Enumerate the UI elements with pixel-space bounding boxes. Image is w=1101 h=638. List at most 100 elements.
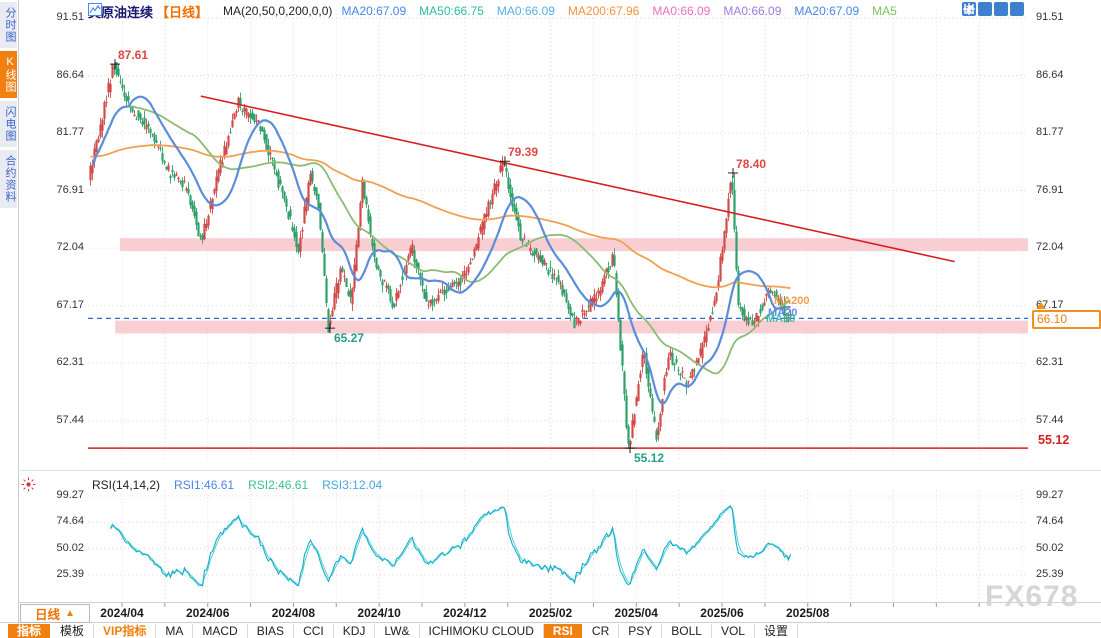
toolbar-item-指标[interactable]: 指标 — [8, 623, 51, 638]
period-selector-label: 日线 — [35, 608, 61, 622]
toolbar-item-boll[interactable]: BOLL — [662, 623, 712, 638]
collapse-right-icon[interactable] — [964, 2, 1024, 16]
ma-line-label: MA200 — [774, 295, 810, 307]
price-zone — [115, 320, 1028, 334]
swing-marker — [728, 167, 739, 178]
price-axis-label: 72.04 — [1036, 241, 1064, 254]
swing-marker — [109, 59, 120, 70]
symbol-title: 美原油连续 — [88, 4, 154, 20]
axis-divider — [18, 602, 1101, 603]
x-axis-label: 2024/08 — [271, 606, 316, 620]
price-axis-label: 72.04 — [56, 241, 84, 254]
toolbar-item-vol[interactable]: VOL — [712, 623, 755, 638]
rsi-value-2: RSI3:12.04 — [322, 478, 383, 492]
ma-value-4: MA0:66.09 — [652, 4, 711, 18]
ma-values: MA20:67.09 MA50:66.75 MA0:66.09 MA200:67.96… — [341, 4, 896, 18]
panel-divider — [18, 470, 1101, 471]
rsi-axis-label: 25.39 — [1036, 567, 1064, 580]
ma-value-6: MA20:67.09 — [794, 4, 860, 18]
indicator-toolbar: 指标 模板 VIP指标 MA MACD BIAS CCI KDJ LW& ICHIMOKU CLO… — [0, 623, 1101, 638]
price-axis-label: 91.51 — [56, 11, 84, 23]
price-axis-label: 76.91 — [56, 183, 84, 196]
ma-formula: MA(20,50,0,200,0,0) — [223, 4, 333, 18]
period-selector-button[interactable]: 日线 ▲ — [20, 604, 90, 623]
ma-value-2: MA0:66.09 — [496, 4, 555, 18]
x-axis-label: 2025/06 — [700, 606, 744, 620]
toolbar-item-lw-[interactable]: LW& — [375, 623, 420, 638]
rsi-axis-label: 50.02 — [1036, 541, 1064, 554]
x-axis-label: 2025/08 — [785, 606, 830, 620]
rsi-values: RSI1:46.61 RSI2:46.61 RSI3:12.04 — [174, 478, 382, 492]
current-price-arrow-icon — [1036, 302, 1046, 310]
window-icons — [962, 2, 1024, 16]
ma-value-7: MA5 — [872, 4, 897, 18]
price-axis-label: 57.44 — [56, 413, 84, 426]
toolbar-item-cr[interactable]: CR — [583, 623, 620, 638]
rsi-formula: RSI(14,14,2) — [92, 478, 161, 492]
ma-line — [110, 506, 791, 586]
toolbar-item-ichimoku-cloud[interactable]: ICHIMOKU CLOUD — [420, 623, 544, 638]
rsi-value-0: RSI1:46.61 — [174, 478, 235, 492]
toolbar-item-cci[interactable]: CCI — [294, 623, 334, 638]
swing-label: 87.61 — [117, 48, 148, 63]
chevron-up-icon: ▲ — [65, 608, 75, 619]
swing-marker — [625, 443, 636, 454]
ma-value-0: MA20:67.09 — [341, 4, 407, 18]
axis-fit-icon[interactable] — [964, 2, 992, 16]
rsi-value-1: RSI2:46.61 — [248, 478, 309, 492]
rsi-axis-label: 99.27 — [56, 489, 84, 501]
x-axis-label: 2024/06 — [186, 606, 230, 620]
sidebar: 分时图 K线图闪电图合约资料 — [0, 0, 19, 638]
ma-value-3: MA200:67.96 — [567, 4, 640, 18]
trendline — [200, 95, 955, 263]
rsi-axis-label: 25.39 — [56, 567, 84, 580]
sidebar-item-2[interactable]: 闪电图 — [0, 101, 17, 147]
price-axis-label: 67.17 — [56, 298, 84, 311]
swing-label: 79.39 — [507, 145, 538, 160]
ma-line — [93, 105, 791, 375]
swing-marker — [499, 156, 510, 167]
sidebar-item-3[interactable]: 合约资料 — [0, 150, 17, 208]
x-axis-label: 2024/10 — [357, 606, 401, 620]
sidebar-item-1[interactable]: K线图 — [0, 51, 17, 98]
current-price-box: 66.10 — [1032, 310, 1101, 330]
price-axis-label: 91.51 — [1036, 11, 1064, 23]
price-axis-label: 81.77 — [1036, 126, 1064, 139]
toolbar-item-macd[interactable]: MACD — [193, 623, 248, 638]
period-tag: 【日线】 — [156, 4, 209, 20]
price-zone — [119, 238, 1028, 252]
swing-label: 65.27 — [333, 331, 364, 346]
watermark: FX678 — [985, 580, 1079, 613]
toolbar-item-设置[interactable]: 设置 — [755, 623, 798, 638]
ma-line — [90, 144, 791, 289]
rsi-axis-label: 74.64 — [1036, 515, 1064, 528]
rsi-header: RSI(14,14,2) RSI1:46.61 RSI2:46.61 RSI3:12… — [92, 478, 382, 492]
sidebar-item-0[interactable]: 分时图 — [0, 2, 17, 48]
toolbar-item-bias[interactable]: BIAS — [248, 623, 295, 638]
toolbar-item-rsi[interactable]: RSI — [543, 623, 582, 638]
toolbar-item-vip指标[interactable]: VIP指标 — [94, 623, 157, 638]
toolbar-item-psy[interactable]: PSY — [619, 623, 663, 638]
x-axis-label: 2025/02 — [528, 606, 573, 620]
ma-line-label: MA20 — [768, 307, 798, 319]
rsi-axis-label: 50.02 — [56, 541, 84, 554]
toolbar-item-模板[interactable]: 模板 — [51, 623, 95, 638]
support-price-label: 55.12 — [1038, 433, 1070, 448]
rsi-axis-label: 74.64 — [56, 515, 84, 528]
price-axis-label: 76.91 — [1036, 183, 1064, 196]
toolbar-item-kdj[interactable]: KDJ — [334, 623, 376, 638]
swing-label: 55.12 — [634, 451, 665, 466]
toolbar-item-ma[interactable]: MA — [156, 623, 194, 638]
rsi-axis-label: 99.27 — [1036, 489, 1064, 501]
ma-value-5: MA0:66.09 — [723, 4, 782, 18]
x-axis-label: 2024/04 — [100, 606, 144, 620]
price-axis-label: 62.31 — [56, 356, 84, 369]
swing-marker — [324, 323, 335, 334]
price-axis-label: 86.64 — [1036, 68, 1064, 81]
ma-line — [91, 95, 791, 405]
candles — [89, 62, 792, 449]
price-axis-label: 57.44 — [1036, 413, 1064, 426]
axis-scale-icon[interactable] — [964, 2, 1008, 16]
